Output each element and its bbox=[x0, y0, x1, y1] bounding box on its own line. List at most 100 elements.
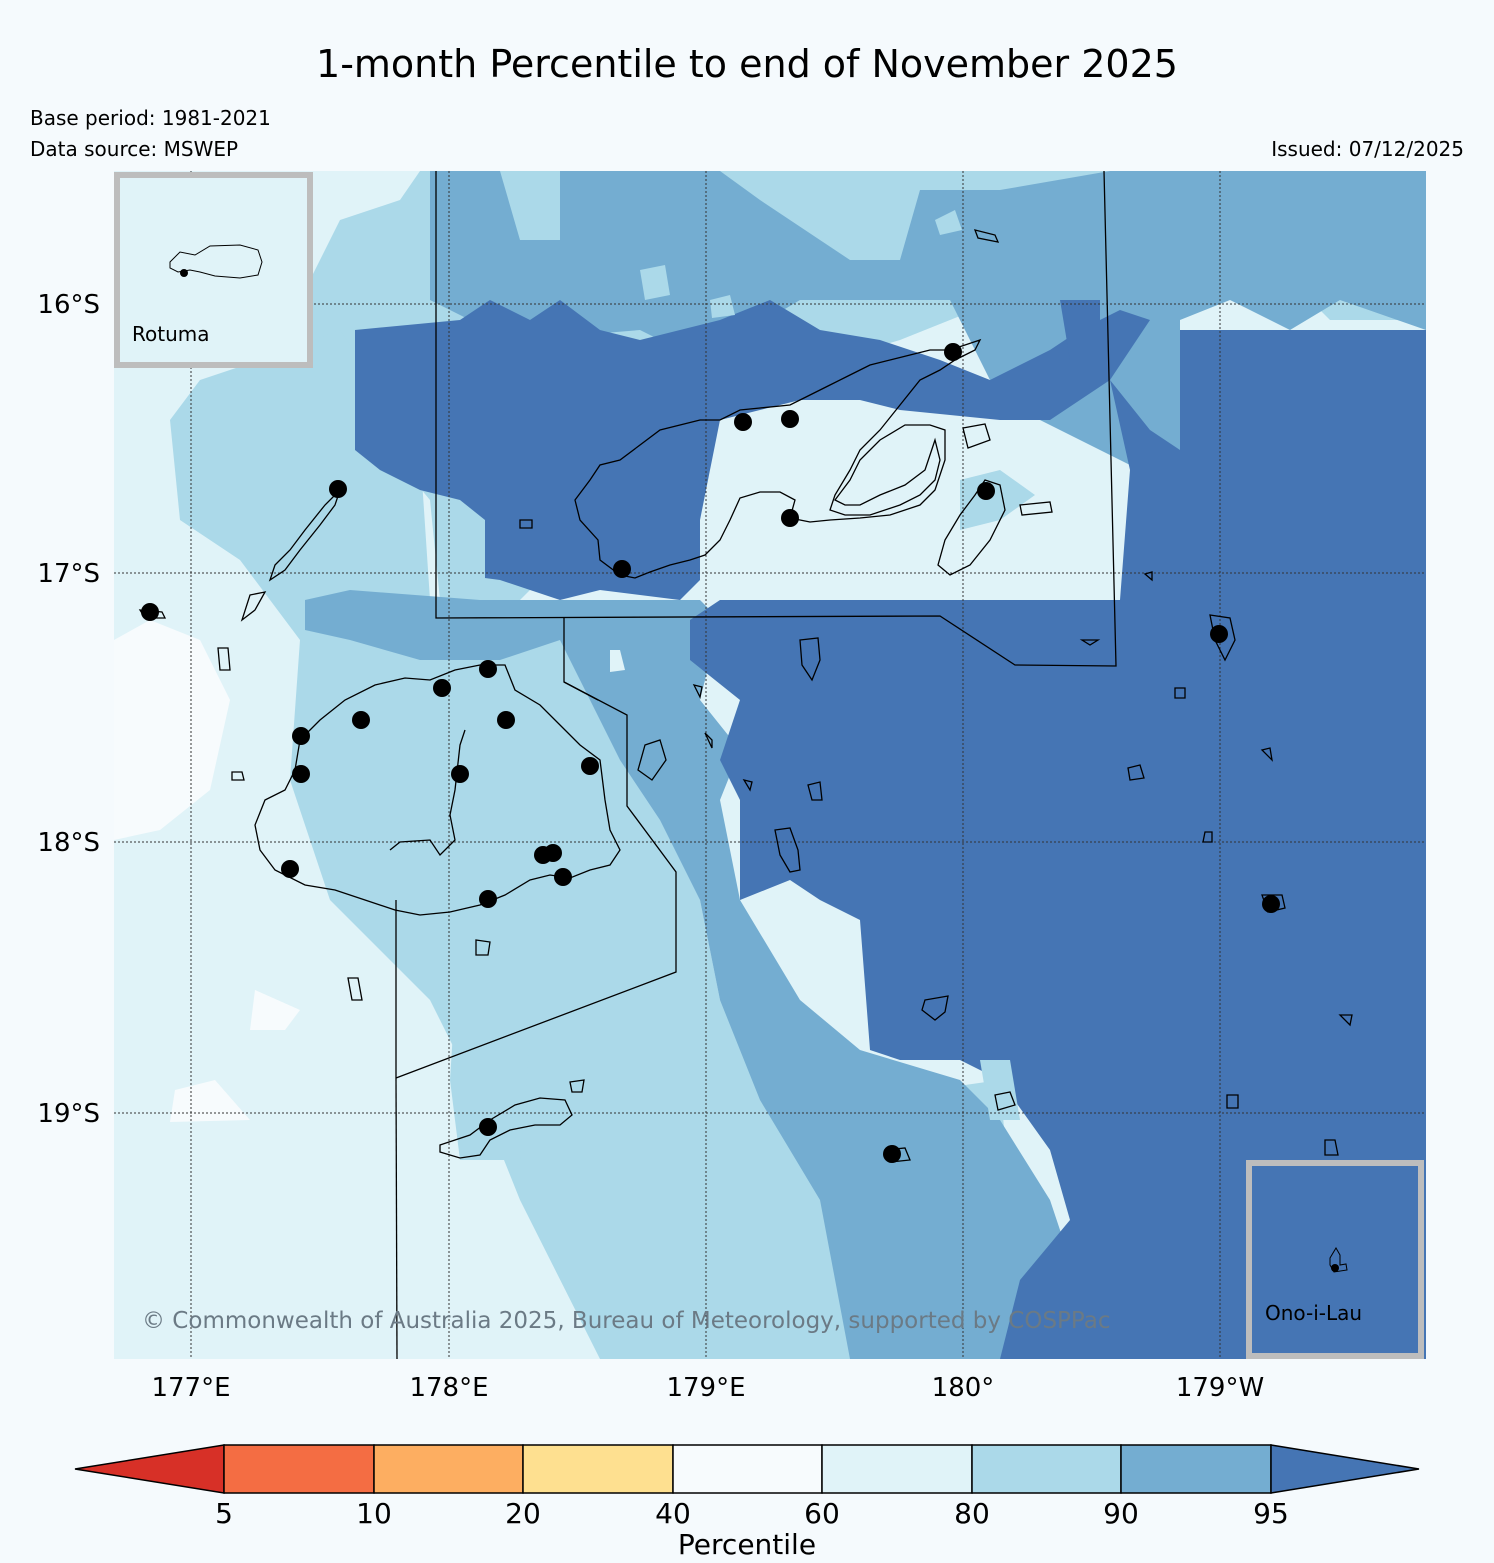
band-above-95-patch bbox=[1060, 300, 1100, 360]
rotuma-inset: Rotuma bbox=[114, 172, 313, 368]
island-coast bbox=[1226, 1094, 1239, 1109]
band-80-90-patch bbox=[960, 470, 1035, 530]
island-coast bbox=[962, 423, 991, 449]
band-80-90-patch bbox=[710, 295, 735, 318]
colorbar-tick: 80 bbox=[954, 1497, 990, 1530]
band-80-90-patch bbox=[980, 1060, 1020, 1120]
latitude-labels: 16°S 17°S 18°S 19°S bbox=[37, 290, 100, 1129]
colorbar-segment-40-60 bbox=[672, 1444, 823, 1494]
station-marker bbox=[497, 711, 515, 729]
colorbar-segment-80-90 bbox=[971, 1444, 1122, 1494]
island-coast bbox=[1338, 1014, 1353, 1027]
band-90-95-north bbox=[430, 171, 1426, 465]
data-source-text: Data source: MSWEP bbox=[30, 137, 239, 161]
band-80-90-patch bbox=[640, 265, 670, 300]
colorbar bbox=[74, 1444, 1420, 1494]
lon-label: 177°E bbox=[151, 1373, 230, 1403]
colorbar-tick: 20 bbox=[505, 1497, 541, 1530]
lon-label: 179°W bbox=[1176, 1373, 1264, 1403]
band-80-90-patch bbox=[600, 1160, 630, 1235]
island-coast bbox=[1260, 747, 1273, 762]
island-coast bbox=[1079, 639, 1101, 646]
island-coast bbox=[231, 771, 245, 781]
island-coast bbox=[1324, 1139, 1339, 1156]
station-marker bbox=[1262, 895, 1280, 913]
island-coast bbox=[799, 637, 821, 682]
island-coast bbox=[692, 684, 703, 699]
colorbar-tick: 5 bbox=[215, 1497, 233, 1530]
band-80-90-patch bbox=[545, 1120, 585, 1190]
longitude-labels: 177°E 178°E 179°E 180° 179°W bbox=[151, 1373, 1264, 1403]
band-40-60-west bbox=[114, 620, 230, 840]
station-marker bbox=[544, 844, 562, 862]
ono-i-lau-inset: Ono-i-Lau bbox=[1246, 1160, 1424, 1359]
band-40-60-patch bbox=[250, 990, 300, 1030]
station-marker bbox=[977, 482, 995, 500]
island-coast bbox=[1127, 764, 1145, 781]
station-marker bbox=[479, 660, 497, 678]
station-marker bbox=[781, 410, 799, 428]
band-80-90-patch bbox=[935, 210, 962, 235]
colorbar-segment-below-5 bbox=[74, 1444, 225, 1494]
island-coast bbox=[1174, 687, 1186, 699]
page-title: 1-month Percentile to end of November 20… bbox=[316, 42, 1178, 86]
island-coast bbox=[1143, 571, 1153, 582]
rotuma-inset-frame bbox=[114, 172, 313, 368]
band-80-90-central bbox=[170, 330, 860, 1359]
island-coast bbox=[347, 977, 363, 1001]
lat-label: 19°S bbox=[37, 1099, 100, 1129]
lat-label: 16°S bbox=[37, 290, 100, 320]
issued-date-text: Issued: 07/12/2025 bbox=[1271, 137, 1464, 161]
station-marker bbox=[734, 413, 752, 431]
lon-label: 179°E bbox=[666, 1373, 745, 1403]
band-above-95-east bbox=[690, 330, 1426, 1359]
island-coast bbox=[475, 939, 491, 956]
station-marker bbox=[479, 1118, 497, 1136]
colorbar-tick: 40 bbox=[655, 1497, 691, 1530]
colorbar-segment-10-20 bbox=[373, 1444, 524, 1494]
colorbar-segment-60-80 bbox=[821, 1444, 973, 1494]
station-marker bbox=[451, 765, 469, 783]
island-coast bbox=[569, 1079, 585, 1093]
island-coast bbox=[921, 995, 949, 1021]
colorbar-tick: 10 bbox=[356, 1497, 392, 1530]
station-marker bbox=[554, 868, 572, 886]
station-marker bbox=[883, 1145, 901, 1163]
lon-label: 178°E bbox=[409, 1373, 488, 1403]
colorbar-tick: 60 bbox=[804, 1497, 840, 1530]
ono-i-lau-inset-frame bbox=[1246, 1160, 1424, 1359]
band-80-90-patch bbox=[450, 1000, 530, 1160]
lon-label: 180° bbox=[932, 1373, 995, 1403]
island-coast bbox=[774, 827, 801, 873]
station-marker bbox=[581, 757, 599, 775]
lat-label: 17°S bbox=[37, 559, 100, 589]
division-boundaries bbox=[395, 170, 1117, 1360]
station-marker bbox=[433, 679, 451, 697]
station-marker bbox=[1210, 625, 1228, 643]
viti-levu-interior bbox=[389, 729, 466, 857]
viti-levu-coast bbox=[254, 664, 621, 916]
island-coast bbox=[994, 1091, 1016, 1111]
lat-label: 18°S bbox=[37, 828, 100, 858]
station-marker bbox=[292, 765, 310, 783]
station-marker bbox=[479, 890, 497, 908]
island-coast bbox=[217, 647, 231, 671]
station-marker bbox=[352, 711, 370, 729]
colorbar-segment-90-95 bbox=[1120, 1444, 1272, 1494]
station-marker bbox=[281, 860, 299, 878]
station-marker bbox=[141, 603, 159, 621]
colorbar-ticks: 5 10 20 40 60 80 90 95 bbox=[215, 1497, 1289, 1530]
band-90-95-central bbox=[305, 590, 1070, 1359]
island-coast bbox=[973, 229, 1000, 243]
island-coast bbox=[704, 732, 713, 749]
kadavu-coast bbox=[439, 1097, 573, 1159]
taveuni-coast bbox=[937, 479, 1006, 576]
band-60-80-patch bbox=[610, 650, 625, 672]
band-above-95-north bbox=[355, 300, 1150, 600]
island-coast bbox=[1019, 501, 1053, 516]
rotuma-label: Rotuma bbox=[132, 322, 210, 346]
station-marker bbox=[292, 727, 310, 745]
colorbar-segment-above-95 bbox=[1270, 1444, 1420, 1494]
station-marker bbox=[944, 343, 962, 361]
